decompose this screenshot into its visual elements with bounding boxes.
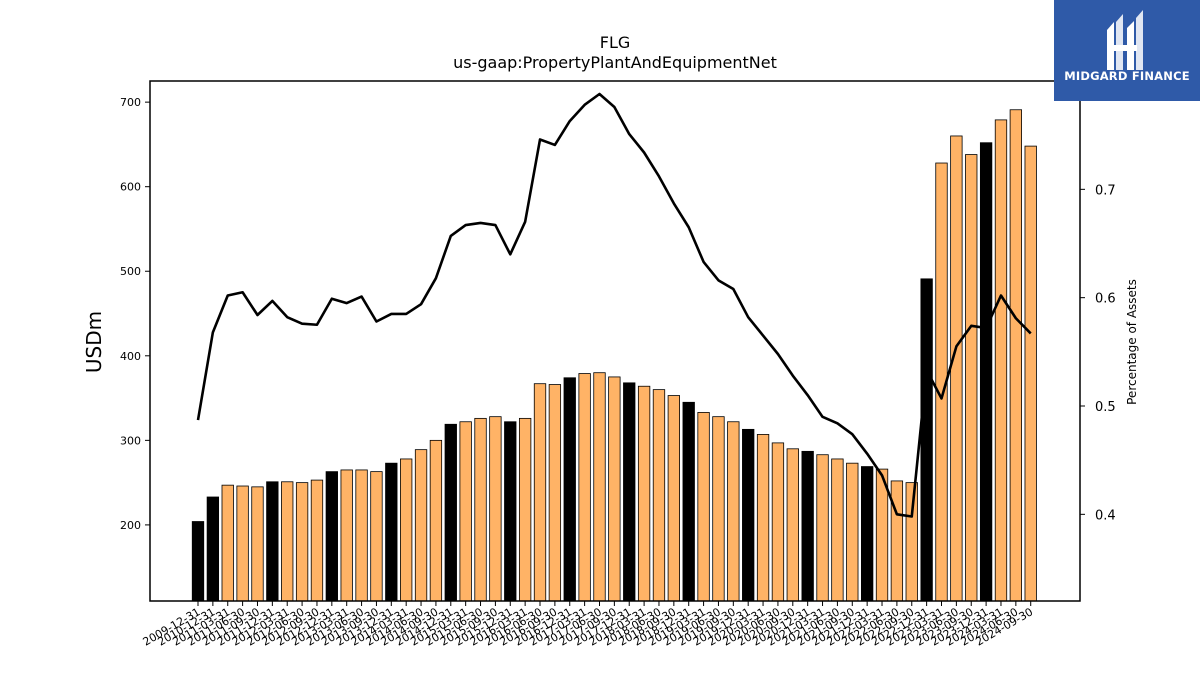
- bar-2024-09-30: [1024, 145, 1037, 602]
- bar-2017-06-30: [593, 372, 606, 602]
- bar-2016-09-30: [548, 384, 562, 602]
- bar-2014-12-31: [444, 423, 457, 602]
- bar-2024-06-30: [1009, 109, 1022, 602]
- bar-2020-09-30: [786, 448, 799, 602]
- y2-tick-label: 0.5: [1095, 400, 1116, 415]
- bar-2016-03-31: [518, 417, 532, 602]
- bar-2017-09-30: [608, 376, 621, 602]
- bar-2022-09-30: [905, 482, 918, 602]
- bar-2014-03-31: [400, 458, 413, 602]
- bar-2012-03-31: [281, 481, 294, 602]
- bar-2011-12-31: [266, 481, 279, 602]
- bar-2021-09-30: [846, 462, 859, 602]
- bar-2018-03-31: [637, 385, 651, 602]
- bar-2012-09-30: [310, 479, 324, 602]
- bar-2020-03-31: [756, 434, 770, 602]
- bar-2024-03-31: [994, 119, 1008, 602]
- y-axis-right: 0.4 0.5 0.6 0.7: [1080, 183, 1116, 523]
- bar-2013-03-31: [340, 469, 353, 602]
- midgard-logo-icon: [1107, 10, 1143, 70]
- bar-2019-12-31: [742, 428, 755, 602]
- bar-2014-06-30: [414, 449, 428, 602]
- bar-2022-06-30: [890, 480, 904, 602]
- logo-name: MIDGARD FINANCE: [1064, 69, 1190, 83]
- midgard-finance-logo: MIDGARD FINANCE: [1054, 0, 1200, 101]
- y-tick-label: 600: [120, 181, 141, 194]
- y-tick-label: 300: [120, 434, 141, 447]
- bar-2018-12-31: [682, 401, 695, 602]
- plot-frame: [149, 80, 1081, 602]
- bar-2019-09-30: [727, 421, 740, 602]
- y-axis-left: 200 300 400 500 600 700: [120, 96, 150, 532]
- bar-2018-06-30: [652, 389, 666, 602]
- bar-2023-12-31: [979, 142, 993, 602]
- bar-2015-09-30: [489, 416, 502, 602]
- bar-2009-12-31: [191, 521, 205, 602]
- y-axis-label: USDm: [82, 311, 106, 373]
- bar-2017-12-31: [623, 382, 636, 602]
- bar-2012-12-31: [325, 471, 338, 602]
- y2-axis-label: Percentage of Assets: [1125, 279, 1139, 405]
- bar-2019-06-30: [712, 416, 725, 602]
- bar-2013-06-30: [355, 469, 368, 602]
- y-tick-label: 200: [120, 519, 141, 532]
- y2-tick-label: 0.6: [1095, 292, 1116, 307]
- bar-2017-03-31: [578, 373, 591, 602]
- bar-2011-06-30: [236, 485, 249, 602]
- bar-2015-12-31: [504, 421, 517, 602]
- bar-2019-03-31: [697, 412, 710, 602]
- y-tick-label: 400: [120, 350, 141, 363]
- y-tick-label: 500: [120, 265, 141, 278]
- bar-2015-03-31: [459, 421, 472, 602]
- bar-2021-12-31: [861, 466, 874, 602]
- y-tick-label: 700: [120, 96, 141, 109]
- chart-subtitle: us-gaap:PropertyPlantAndEquipmentNet: [453, 53, 777, 72]
- bar-2020-12-31: [801, 450, 814, 602]
- y2-tick-label: 0.7: [1095, 183, 1116, 198]
- bar-2011-09-30: [251, 486, 264, 602]
- percentage-of-assets-line: [196, 92, 1032, 518]
- bar-2020-06-30: [771, 442, 785, 602]
- bar-2012-06-30: [295, 482, 309, 602]
- bar-2023-09-30: [965, 154, 978, 602]
- bar-2016-12-31: [563, 377, 576, 602]
- bar-2021-06-30: [831, 458, 844, 602]
- line-series: [196, 92, 1032, 518]
- bar-2015-06-30: [474, 417, 487, 602]
- bar-2023-06-30: [950, 135, 963, 602]
- bar-2013-09-30: [370, 471, 383, 602]
- chart-title: FLG: [600, 33, 631, 52]
- bar-2011-03-31: [221, 484, 234, 602]
- bar-2021-03-31: [816, 454, 829, 602]
- bar-2018-09-30: [667, 395, 680, 602]
- bar-2010-12-31: [206, 496, 220, 602]
- bar-series: [191, 109, 1037, 602]
- x-axis: 2009-12-312010-12-312011-03-312011-06-30…: [141, 601, 1035, 649]
- y2-tick-label: 0.4: [1095, 508, 1116, 523]
- bar-2014-09-30: [429, 439, 443, 602]
- bar-2022-12-31: [920, 278, 933, 602]
- bar-2016-06-30: [533, 383, 547, 602]
- bar-2013-12-31: [385, 462, 398, 602]
